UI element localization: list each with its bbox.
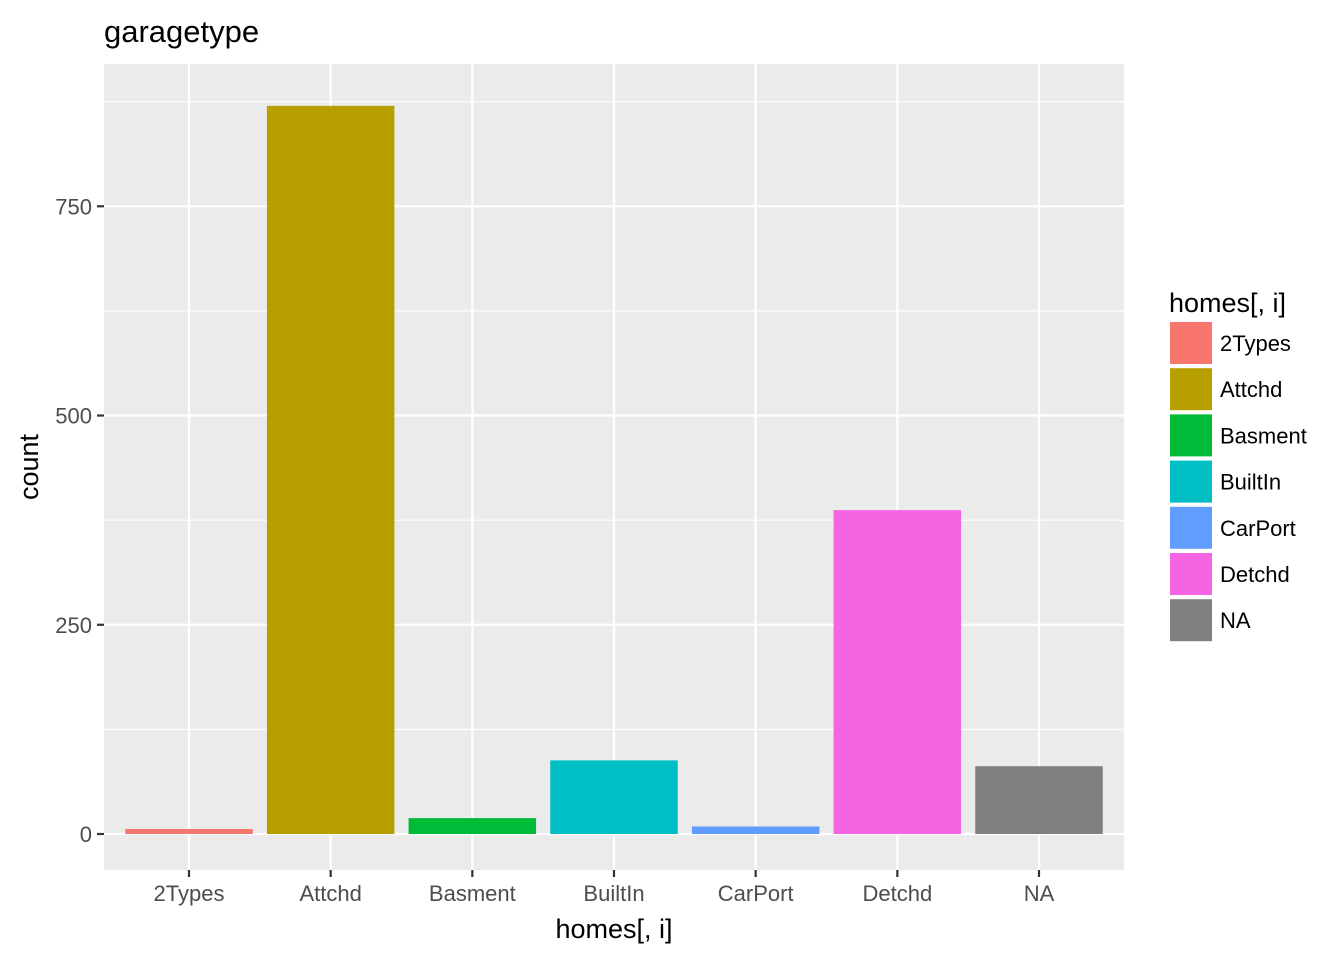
legend-label: Detchd — [1220, 562, 1290, 587]
x-axis: 2Types Attchd Basment BuiltIn CarPort Detchd N… — [154, 870, 1055, 906]
legend-key — [1170, 506, 1212, 549]
legend-key — [1170, 368, 1212, 411]
legend-label: Attchd — [1220, 377, 1282, 402]
bars — [125, 105, 1103, 835]
y-axis: 0 250 500 750 — [55, 194, 104, 847]
legend-key — [1170, 553, 1212, 595]
x-tick-label: 2Types — [154, 881, 225, 906]
bar-builtin — [550, 760, 678, 835]
x-tick-label: CarPort — [718, 881, 794, 906]
bar-detchd — [833, 510, 962, 835]
y-tick-label: 0 — [80, 822, 92, 847]
legend-label: 2Types — [1220, 331, 1291, 356]
legend-key — [1170, 414, 1212, 457]
y-tick-label: 500 — [55, 404, 92, 429]
legend: homes[, i] 2Types Attchd Basment BuiltIn Car… — [1169, 288, 1307, 642]
y-tick-label: 750 — [55, 194, 92, 219]
chart-title: garagetype — [104, 14, 259, 49]
bar-basment — [408, 818, 537, 835]
bar-attchd — [266, 105, 395, 835]
bar-carport — [691, 826, 820, 835]
bar-na — [975, 766, 1103, 835]
x-tick-label: Basment — [429, 881, 516, 906]
x-tick-label: NA — [1024, 881, 1055, 906]
legend-key — [1170, 460, 1212, 503]
y-tick-label: 250 — [55, 613, 92, 638]
bar-2types — [125, 828, 253, 835]
x-tick-label: Attchd — [299, 881, 361, 906]
legend-key — [1170, 599, 1212, 642]
y-axis-title: count — [14, 433, 44, 500]
legend-label: NA — [1220, 608, 1251, 633]
legend-label: Basment — [1220, 423, 1307, 448]
x-tick-label: BuiltIn — [583, 881, 644, 906]
legend-key — [1170, 322, 1212, 364]
x-tick-label: Detchd — [862, 881, 932, 906]
legend-title: homes[, i] — [1169, 288, 1286, 318]
legend-label: BuiltIn — [1220, 470, 1281, 495]
x-axis-title: homes[, i] — [555, 914, 672, 944]
legend-label: CarPort — [1220, 516, 1296, 541]
